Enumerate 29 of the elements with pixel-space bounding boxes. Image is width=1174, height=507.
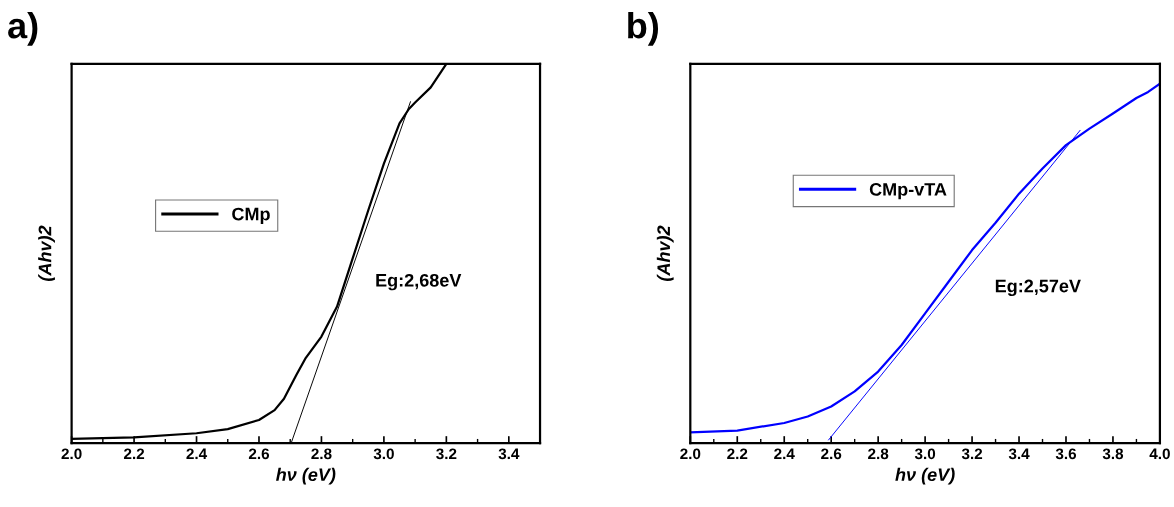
x-tick-label: 2.4: [774, 448, 795, 460]
x-axis-title: hν (eV): [276, 467, 336, 485]
x-tick-label: 3.4: [1008, 448, 1030, 460]
annotation: Eg:2,68eV: [376, 273, 462, 291]
x-tick-label: 3.4: [498, 448, 520, 460]
x-tick-label: 3.2: [436, 448, 457, 460]
y-axis-title: (Ahv)2: [38, 225, 55, 281]
x-tick-label: 2.6: [821, 448, 842, 460]
x-tick-label: 3.6: [1055, 448, 1077, 460]
legend-label: CMp-vTA: [869, 183, 947, 200]
x-tick-label: 3.0: [373, 448, 394, 460]
chart-title: b): [628, 11, 659, 46]
x-tick-label: 3.2: [961, 448, 983, 460]
x-tick-label: 2.8: [868, 448, 889, 460]
x-tick-label: 2.6: [248, 448, 270, 460]
chart-title: a): [8, 11, 38, 46]
x-axis-title: hν (eV): [895, 467, 955, 485]
y-axis-title: (Ahv)2: [656, 225, 674, 281]
x-tick-label: 2.0: [61, 448, 82, 460]
annotation: Eg:2,57eV: [995, 279, 1081, 297]
x-tick-label: 2.4: [186, 448, 208, 460]
legend-label: CMp: [232, 207, 270, 224]
x-tick-label: 2.2: [123, 448, 145, 460]
x-tick-label: 2.2: [727, 448, 748, 460]
x-tick-label: 4.0: [1149, 448, 1170, 460]
x-tick-label: 2.8: [311, 448, 332, 460]
x-tick-label: 3.0: [914, 448, 936, 460]
x-tick-label: 2.0: [680, 448, 701, 460]
x-tick-label: 3.8: [1102, 448, 1124, 460]
